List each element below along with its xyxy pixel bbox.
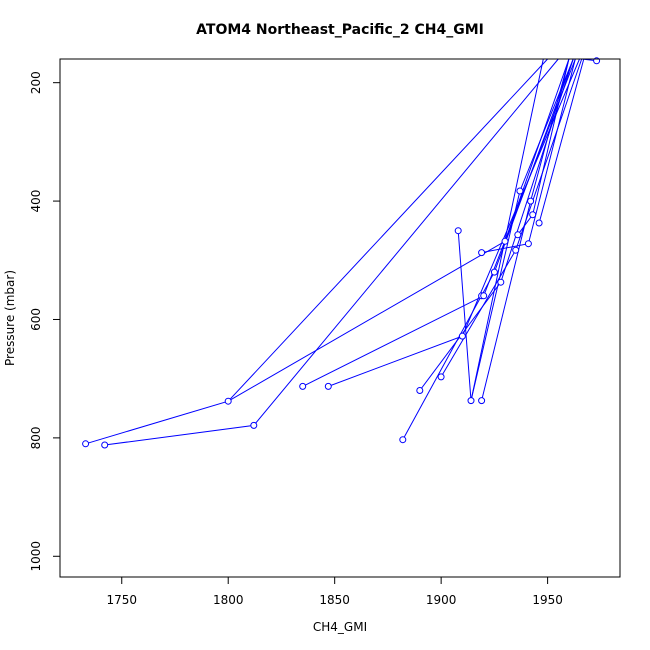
y-tick-label: 400 (29, 190, 43, 213)
x-tick-label: 1850 (319, 593, 350, 607)
data-point (478, 397, 486, 405)
plot-frame (59, 58, 621, 578)
data-point (454, 227, 462, 235)
y-axis-label: Pressure (mbar) (3, 270, 17, 366)
x-tick-label: 1950 (532, 593, 563, 607)
series-line-5 (302, 58, 576, 387)
y-tick-label: 200 (29, 71, 43, 94)
series-line-9 (440, 58, 583, 378)
data-point (535, 219, 543, 227)
data-point (478, 249, 486, 257)
y-tick-label: 800 (29, 426, 43, 449)
data-point (490, 268, 498, 276)
plot-markers (82, 57, 601, 449)
data-point (514, 231, 522, 239)
data-point (497, 278, 505, 286)
y-tick-label: 1000 (29, 541, 43, 572)
data-point (467, 397, 475, 405)
data-point (524, 240, 532, 248)
series-line-15 (538, 58, 585, 224)
data-point (324, 382, 332, 390)
data-point (458, 332, 466, 340)
x-tick-label: 1900 (426, 593, 457, 607)
data-point (512, 246, 520, 254)
data-point (437, 373, 445, 381)
data-point (224, 397, 232, 405)
y-tick-label: 600 (29, 308, 43, 331)
series-line-7 (402, 58, 574, 440)
y-axis: 200 400 600 800 1000 (29, 71, 60, 572)
data-point (480, 292, 488, 300)
data-point (101, 441, 109, 449)
series-line-2 (85, 58, 548, 445)
plot-series (85, 58, 597, 446)
data-point (501, 237, 509, 245)
data-point (529, 211, 537, 219)
data-point (399, 436, 407, 444)
x-tick-label: 1800 (213, 593, 244, 607)
chart-title: ATOM4 Northeast_Pacific_2 CH4_GMI (196, 22, 484, 38)
x-axis: 1750 1800 1850 1900 1950 (106, 577, 563, 607)
data-point (516, 187, 524, 195)
x-tick-label: 1750 (106, 593, 137, 607)
data-point (299, 382, 307, 390)
data-point (527, 197, 535, 205)
data-point (250, 421, 258, 429)
x-axis-label: CH4_GMI (313, 620, 367, 634)
data-point (416, 387, 424, 394)
series-line-10 (457, 58, 544, 401)
data-point (82, 440, 90, 448)
